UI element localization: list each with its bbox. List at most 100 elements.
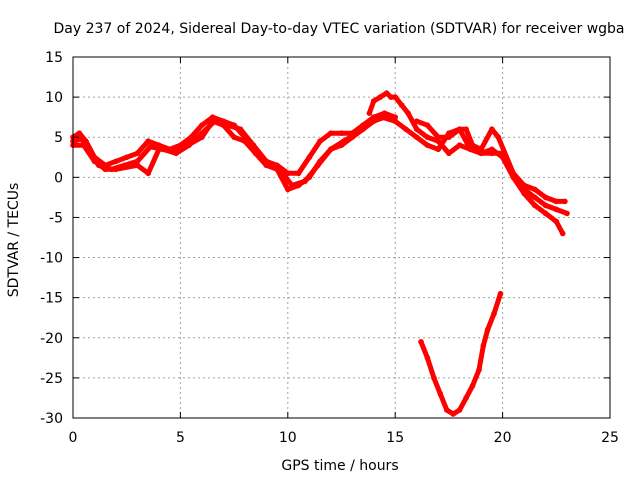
data-point (306, 154, 313, 161)
data-point (562, 198, 568, 205)
data-point (489, 126, 495, 132)
data-point (413, 126, 420, 132)
data-point (424, 142, 431, 148)
y-tick-label: 0 (54, 170, 63, 186)
data-point (145, 138, 151, 144)
data-point (317, 138, 323, 144)
data-point (392, 118, 399, 124)
series-satellite-track-b (70, 114, 398, 188)
data-point (328, 130, 334, 136)
data-point (134, 150, 141, 157)
data-point (437, 391, 444, 397)
data-point (476, 367, 482, 373)
x-tick-label: 15 (386, 430, 404, 446)
data-point (398, 102, 405, 108)
series-satellite-track-d (366, 90, 566, 236)
series-satellite-track-g (418, 291, 503, 417)
data-point (349, 134, 356, 140)
data-point (360, 126, 366, 132)
data-point (147, 144, 154, 150)
y-tick-label: -30 (40, 411, 63, 427)
data-point (489, 150, 495, 157)
y-tick-label: -15 (40, 291, 63, 307)
data-point (156, 146, 162, 153)
data-point (91, 158, 98, 165)
data-point (456, 407, 463, 413)
data-point (484, 327, 491, 333)
data-point (478, 150, 484, 157)
data-point (559, 230, 566, 237)
data-point (435, 146, 442, 153)
data-point (388, 94, 394, 100)
data-point (456, 126, 463, 132)
data-point (177, 146, 184, 153)
data-point (497, 290, 504, 297)
data-point (263, 162, 270, 169)
data-point (418, 339, 424, 345)
data-point (553, 206, 560, 213)
data-point (338, 142, 345, 148)
y-tick-label: 10 (45, 90, 63, 106)
data-point (231, 134, 237, 140)
data-point (199, 134, 205, 140)
data-point (237, 126, 244, 132)
data-point (134, 162, 141, 169)
y-tick-label: 5 (54, 130, 63, 146)
data-point (405, 110, 411, 116)
data-point (113, 158, 119, 165)
data-point (366, 110, 373, 116)
data-point (469, 383, 476, 389)
data-point (134, 158, 141, 165)
data-point (403, 126, 409, 132)
y-tick-label: -20 (40, 331, 63, 347)
data-point (338, 130, 345, 136)
data-point (435, 138, 442, 144)
data-point (285, 186, 291, 193)
data-point (381, 114, 388, 120)
x-tick-label: 0 (69, 430, 78, 446)
data-point (295, 182, 302, 189)
data-point (173, 150, 179, 157)
data-point (444, 407, 450, 413)
data-point (220, 122, 227, 128)
data-point (306, 174, 313, 181)
data-point (102, 166, 108, 173)
data-point (553, 218, 560, 225)
data-point (446, 134, 452, 140)
data-point (370, 118, 377, 124)
data-point (383, 90, 390, 96)
x-tick-label: 25 (601, 430, 619, 446)
data-point (377, 94, 384, 100)
data-point (413, 118, 420, 124)
data-point (123, 154, 130, 161)
data-point (491, 310, 497, 317)
data-point (532, 194, 538, 201)
data-point (392, 94, 399, 100)
x-tick-label: 5 (176, 430, 185, 446)
series-satellite-track-c (70, 114, 398, 192)
y-tick-label: 15 (45, 50, 63, 66)
data-point (463, 395, 469, 401)
axes: 0 5 10 15 20 25 15 10 5 0 -5 -10 -15 -20 -25 -30 (40, 50, 619, 446)
data-point (113, 166, 119, 173)
data-point (489, 146, 495, 153)
x-axis-label: GPS time / hours (281, 458, 398, 474)
data-point (199, 122, 205, 128)
data-point (431, 375, 437, 381)
data-point (424, 355, 431, 361)
data-point (510, 170, 517, 177)
data-point (328, 146, 334, 153)
plot-area (70, 90, 570, 417)
x-tick-label: 20 (494, 430, 512, 446)
data-point (553, 198, 560, 205)
y-axis-label: SDTVAR / TECUs (6, 183, 22, 298)
data-point (295, 170, 302, 177)
data-point (469, 142, 476, 148)
data-point (80, 142, 87, 148)
data-point (209, 118, 216, 124)
data-point (542, 202, 549, 209)
y-tick-label: -10 (40, 251, 63, 267)
data-point (145, 170, 151, 177)
data-point (463, 126, 469, 132)
data-point (424, 134, 431, 140)
